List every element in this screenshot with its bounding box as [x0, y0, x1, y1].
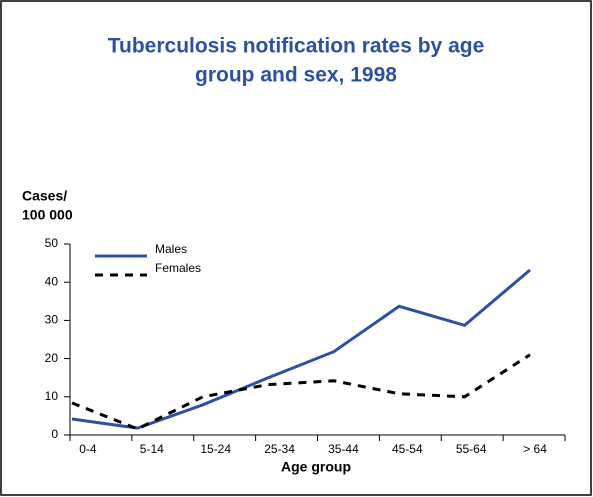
series-line: [71, 353, 531, 431]
y-tick-label: 50: [45, 236, 59, 250]
y-tick-label: 30: [45, 313, 59, 327]
x-tick-label: 15-24: [200, 442, 231, 456]
y-tick-label: 40: [45, 274, 59, 288]
x-tick-label: 0-4: [79, 442, 97, 456]
y-axis-title: Cases/: [22, 188, 67, 204]
x-tick-label: 45-54: [392, 442, 423, 456]
x-tick-label: 35-44: [328, 442, 359, 456]
x-axis-title: Age group: [281, 459, 351, 475]
y-tick-label: 0: [51, 427, 58, 441]
x-tick-label: 5-14: [140, 442, 164, 456]
x-tick-label: 25-34: [264, 442, 295, 456]
legend-label: Females: [155, 261, 201, 275]
chart-title: Tuberculosis notification rates by age: [108, 35, 485, 58]
y-tick-label: 10: [45, 389, 59, 403]
y-axis-title: 100 000: [22, 207, 73, 223]
x-tick-label: 55-64: [456, 442, 487, 456]
y-tick-label: 20: [45, 351, 59, 365]
legend-label: Males: [155, 242, 187, 256]
series-line: [71, 268, 531, 430]
x-tick-label: > 64: [523, 442, 547, 456]
chart-title: group and sex, 1998: [195, 64, 397, 87]
